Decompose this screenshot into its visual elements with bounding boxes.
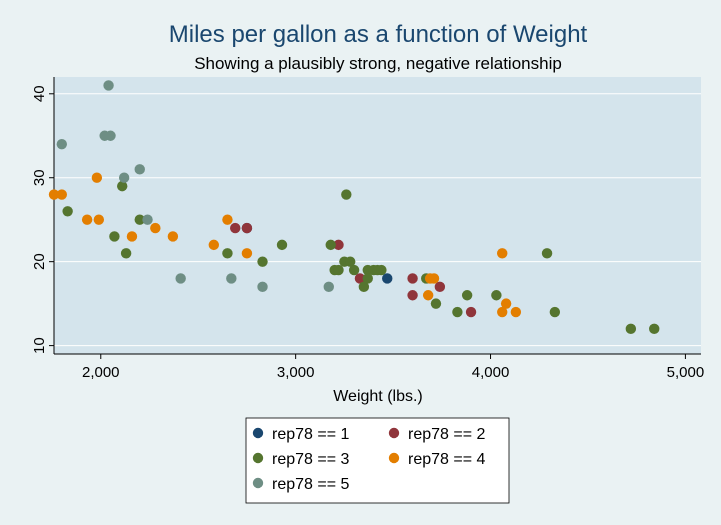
x-tick-label: 4,000: [472, 364, 510, 381]
data-point: [541, 248, 553, 259]
data-point: [208, 239, 220, 251]
data-point: [376, 264, 387, 276]
data-point: [134, 164, 145, 175]
data-point: [222, 248, 233, 259]
data-point: [93, 214, 105, 225]
data-point: [649, 323, 660, 335]
data-point: [81, 214, 93, 225]
data-points: [48, 80, 660, 335]
chart-title: Miles per gallon as a function of Weight: [169, 21, 588, 48]
data-point: [150, 222, 161, 234]
data-point: [257, 256, 268, 267]
legend-label: rep78 == 5: [272, 476, 350, 493]
data-point: [497, 306, 508, 318]
data-point: [345, 256, 356, 267]
data-point: [134, 214, 145, 225]
data-point: [241, 248, 253, 259]
data-point: [62, 206, 73, 217]
plot-area: [54, 77, 701, 354]
x-tick-label: 5,000: [667, 364, 705, 381]
legend-label: rep78 == 3: [272, 451, 350, 468]
data-point: [358, 281, 370, 293]
legend-marker: [252, 477, 264, 489]
data-point: [461, 290, 473, 301]
data-point: [118, 172, 130, 183]
y-tick-label: 40: [31, 85, 48, 102]
data-point: [362, 273, 373, 284]
y-tick-label: 10: [31, 337, 48, 354]
data-point: [549, 306, 561, 318]
data-point: [91, 172, 103, 183]
data-point: [48, 189, 60, 200]
data-point: [422, 290, 434, 301]
data-point: [333, 264, 344, 276]
x-axis-label: Weight (lbs.): [333, 388, 423, 405]
legend-label: rep78 == 4: [408, 451, 486, 468]
data-point: [276, 239, 288, 251]
gridlines: [54, 93, 701, 347]
data-point: [167, 231, 179, 242]
data-point: [497, 248, 508, 259]
legend-label: rep78 == 2: [408, 426, 486, 443]
data-point: [407, 273, 418, 284]
data-point: [56, 189, 67, 200]
legend-marker: [388, 427, 400, 439]
data-point: [105, 130, 116, 141]
data-point: [175, 273, 186, 284]
x-tick-label: 2,000: [82, 364, 120, 381]
legend-marker: [252, 427, 264, 439]
data-point: [226, 273, 237, 284]
data-point: [230, 222, 241, 234]
data-point: [341, 189, 352, 200]
data-point: [434, 281, 446, 293]
legend-marker: [252, 452, 264, 464]
y-tick-label: 30: [31, 169, 48, 186]
data-point: [257, 281, 268, 293]
data-point: [491, 290, 502, 301]
data-point: [348, 264, 360, 276]
data-point: [354, 273, 366, 284]
data-point: [109, 231, 120, 242]
data-point: [126, 231, 138, 242]
data-point: [430, 298, 442, 309]
data-point: [142, 214, 153, 225]
axis-ticks: 10 20 30 40 2,000 3,000 4,000 5,000: [31, 85, 704, 381]
data-point: [510, 306, 522, 318]
legend-label: rep78 == 1: [272, 426, 350, 443]
data-point: [625, 323, 637, 335]
data-point: [452, 306, 463, 318]
data-point: [465, 306, 477, 318]
data-point: [117, 180, 128, 192]
x-tick-label: 3,000: [277, 364, 315, 381]
data-point: [56, 138, 67, 150]
data-point: [382, 273, 393, 284]
data-point: [500, 298, 512, 309]
data-point: [333, 239, 344, 251]
data-point: [222, 214, 233, 225]
y-tick-label: 20: [31, 253, 48, 270]
data-point: [323, 281, 334, 293]
data-point: [428, 273, 440, 284]
chart-subtitle: Showing a plausibly strong, negative rel…: [194, 54, 562, 73]
legend-marker: [388, 452, 400, 464]
data-point: [325, 239, 336, 251]
data-point: [241, 222, 253, 234]
data-point: [120, 248, 132, 259]
legend: rep78 == 1 rep78 == 2 rep78 == 3 rep78 == 4…: [252, 426, 486, 493]
data-point: [103, 80, 114, 91]
data-point: [407, 290, 418, 301]
legend-box: [245, 417, 510, 504]
